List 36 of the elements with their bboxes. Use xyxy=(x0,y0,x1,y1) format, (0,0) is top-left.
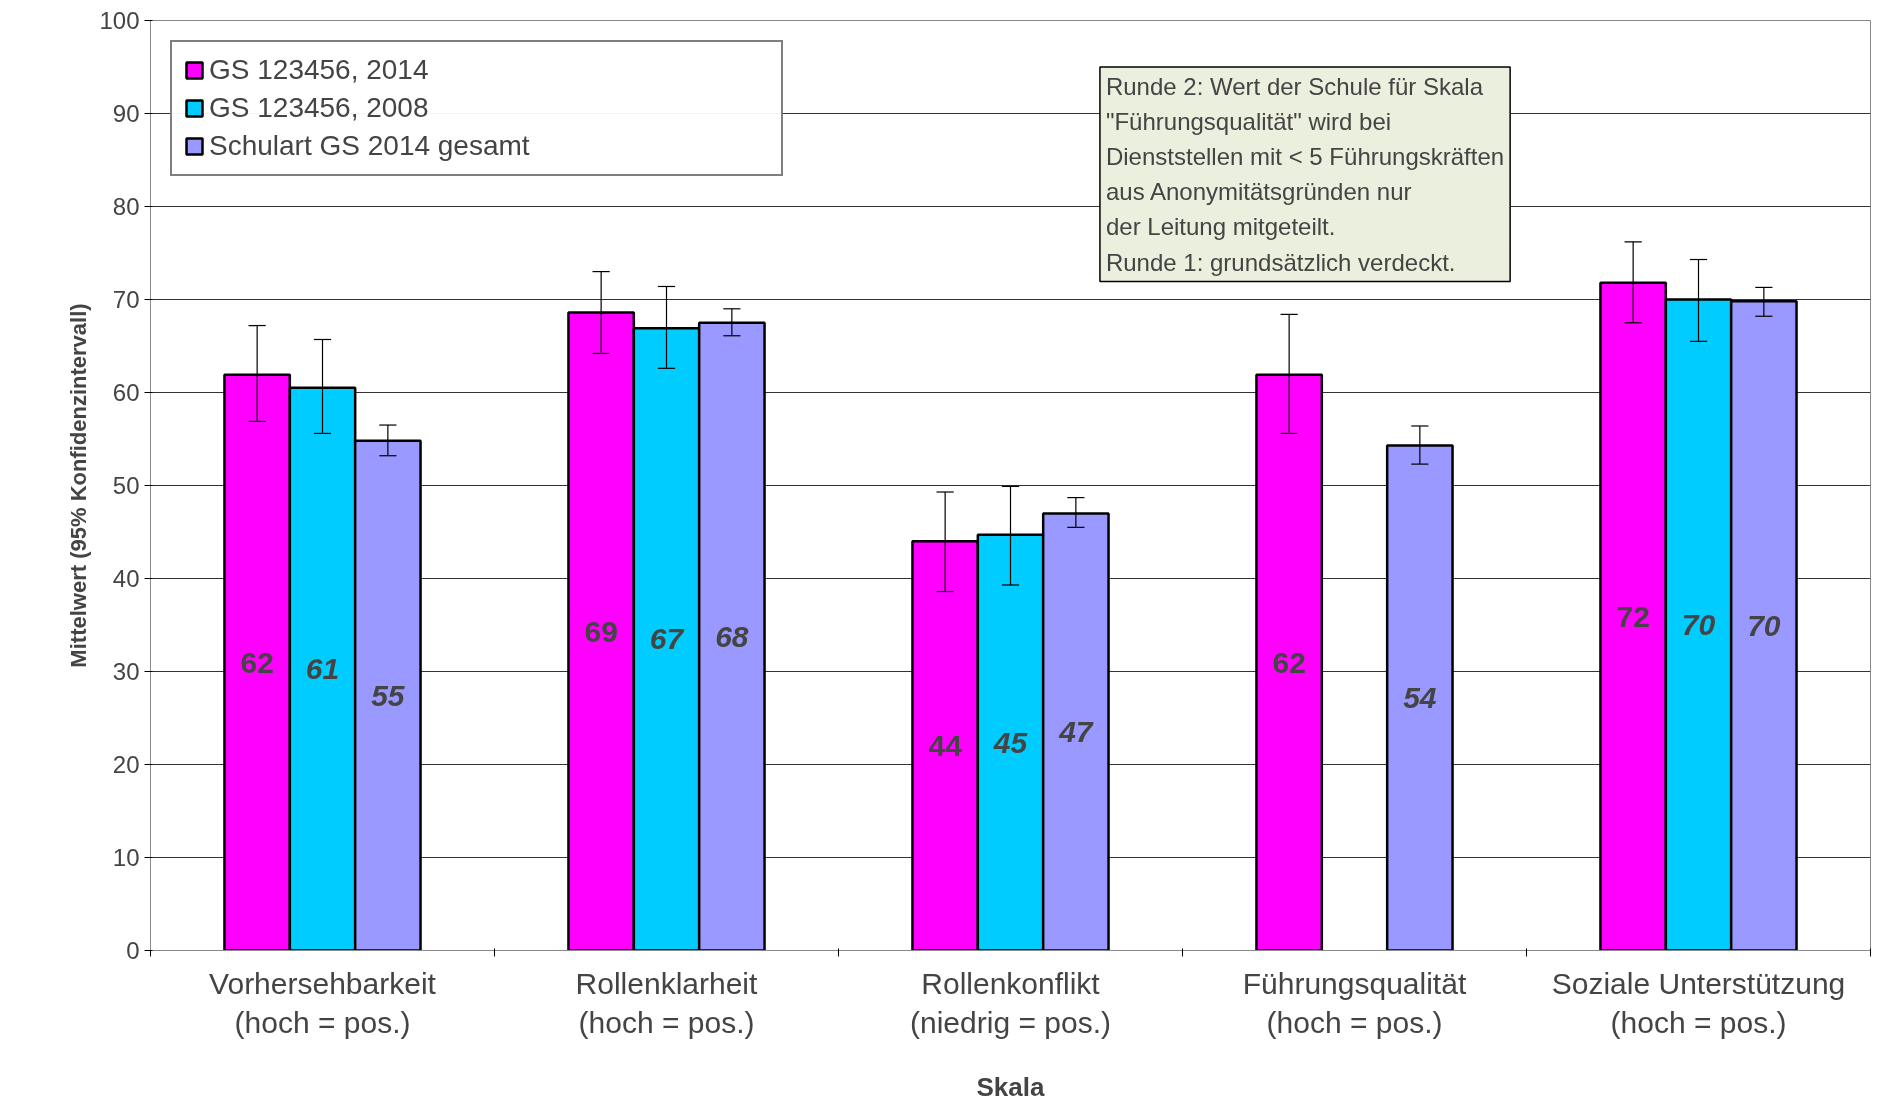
y-tick-label: 30 xyxy=(112,658,140,685)
y-tick-label: 50 xyxy=(112,472,140,499)
y-tick-label: 20 xyxy=(112,751,140,778)
x-tick-label: Rollenklarheit (hoch = pos.) xyxy=(575,966,759,1040)
y-tick-label: 10 xyxy=(112,844,140,871)
data-label: 62 xyxy=(1272,645,1306,679)
x-tick-label: Vorhersehbarkeit (hoch = pos.) xyxy=(209,966,437,1040)
x-tick-label: Führungsqualität (hoch = pos.) xyxy=(1242,966,1467,1040)
y-tick-label: 40 xyxy=(112,565,140,592)
data-label: 72 xyxy=(1616,599,1650,633)
legend-label: GS 123456, 2008 xyxy=(209,92,430,124)
y-tick-label: 80 xyxy=(112,193,140,220)
data-label: 55 xyxy=(371,678,406,712)
data-label: 70 xyxy=(1747,608,1781,642)
legend-label: Schulart GS 2014 gesamt xyxy=(209,130,531,162)
legend-label: GS 123456, 2014 xyxy=(209,54,430,86)
data-label: 70 xyxy=(1681,608,1716,641)
data-label: 68 xyxy=(715,619,749,653)
x-tick-label: Soziale Unterstützung (hoch = pos.) xyxy=(1551,966,1846,1040)
data-label: 44 xyxy=(928,728,963,762)
x-axis-title: Skala xyxy=(976,1072,1046,1103)
data-label: 67 xyxy=(649,622,685,656)
annotation: Runde 2: Wert der Schule für Skala "Führungsqualität" wird bei Dienststellen mit < 5 Führungskräften aus Anonymitätsgründen nur der Leitung mitgeteilt. Runde 1: grundsätzlich verdeckt. xyxy=(1105,73,1505,276)
y-tick-label: 0 xyxy=(126,937,140,964)
y-tick-label: 70 xyxy=(112,286,140,313)
data-label: 69 xyxy=(584,614,618,648)
data-label: 47 xyxy=(1058,714,1094,748)
data-label: 45 xyxy=(992,725,1029,759)
y-axis-title: Mittelwert (95% Konfidenzintervall) xyxy=(66,303,92,668)
data-label: 54 xyxy=(1403,681,1437,715)
data-label: 61 xyxy=(305,652,340,686)
y-tick-label: 90 xyxy=(112,100,140,127)
y-tick-label: 60 xyxy=(112,379,140,406)
y-tick-label: 100 xyxy=(99,7,140,34)
x-tick-label: Rollenkonflikt (niedrig = pos.) xyxy=(910,966,1111,1040)
data-label: 62 xyxy=(240,645,274,679)
